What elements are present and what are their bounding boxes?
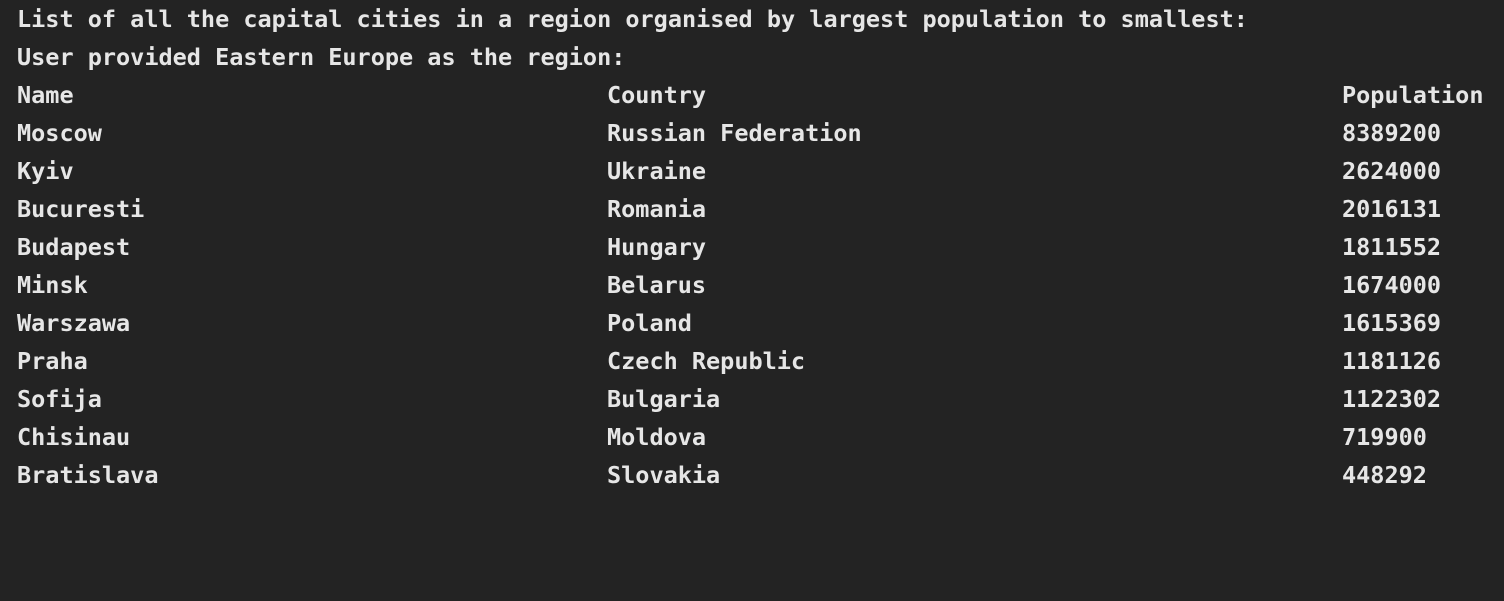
country-name: Bulgaria [607,385,721,413]
table-row: Moscow Russian Federation 8389200 [17,119,1504,157]
population-value: 1674000 [1342,271,1442,299]
country-name: Hungary [607,233,707,261]
table-row: Minsk Belarus 1674000 [17,271,1504,309]
population-value: 8389200 [1342,119,1442,147]
table-row: Bucuresti Romania 2016131 [17,195,1504,233]
intro-line-2: User provided Eastern Europe as the regi… [17,43,626,71]
city-name: Moscow [17,119,102,147]
population-value: 1181126 [1342,347,1442,375]
city-name: Sofija [17,385,102,413]
population-value: 2016131 [1342,195,1442,223]
terminal-output: List of all the capital cities in a regi… [17,5,1504,489]
population-value: 719900 [1342,423,1427,451]
city-name: Warszawa [17,309,131,337]
table-row: Chisinau Moldova 719900 [17,423,1504,461]
city-name: Praha [17,347,88,375]
population-value: 1122302 [1342,385,1442,413]
city-name: Bucuresti [17,195,145,223]
country-name: Romania [607,195,707,223]
table-row: Bratislava Slovakia 448292 [17,461,1504,499]
country-name: Poland [607,309,692,337]
intro-line-1: List of all the capital cities in a regi… [17,5,1248,33]
header-population: Population [1342,81,1484,109]
table-header-row: Name Country Population [17,81,1504,119]
city-name: Minsk [17,271,88,299]
country-name: Ukraine [607,157,707,185]
population-value: 448292 [1342,461,1427,489]
country-name: Belarus [607,271,707,299]
country-name: Slovakia [607,461,721,489]
table-row: Praha Czech Republic 1181126 [17,347,1504,385]
population-value: 1615369 [1342,309,1442,337]
population-value: 2624000 [1342,157,1442,185]
city-name: Chisinau [17,423,131,451]
city-name: Kyiv [17,157,74,185]
country-name: Czech Republic [607,347,806,375]
header-country: Country [607,81,707,109]
population-value: 1811552 [1342,233,1442,261]
country-name: Moldova [607,423,707,451]
table-row: Budapest Hungary 1811552 [17,233,1504,271]
country-name: Russian Federation [607,119,862,147]
table-row: Warszawa Poland 1615369 [17,309,1504,347]
city-name: Budapest [17,233,131,261]
city-name: Bratislava [17,461,159,489]
header-name: Name [17,81,74,109]
table-row: Kyiv Ukraine 2624000 [17,157,1504,195]
table-row: Sofija Bulgaria 1122302 [17,385,1504,423]
